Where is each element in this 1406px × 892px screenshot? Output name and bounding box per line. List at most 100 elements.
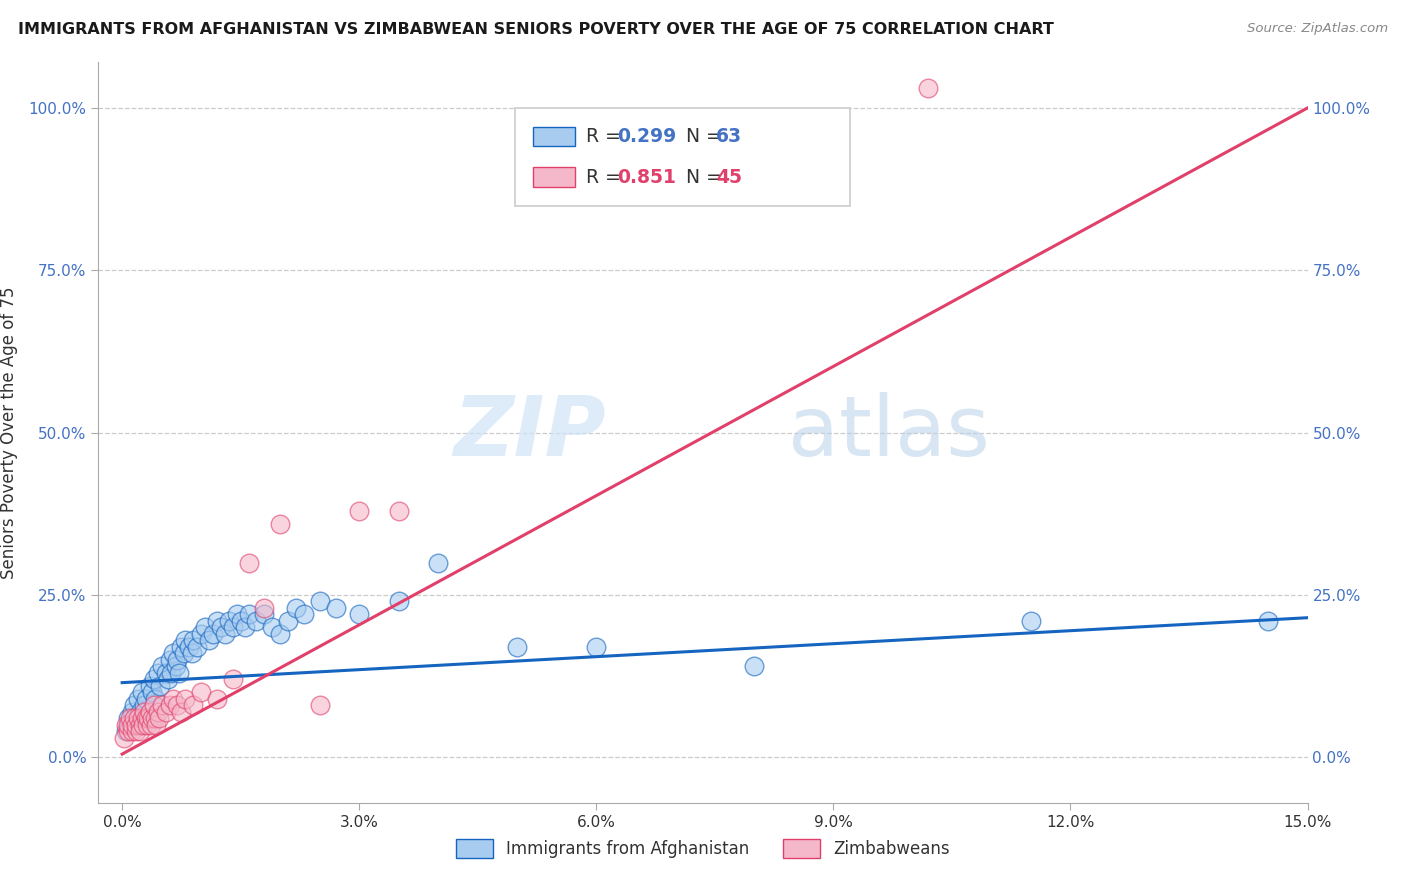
Point <box>202 627 225 641</box>
Point <box>388 503 411 517</box>
Point <box>143 692 166 706</box>
Point <box>114 731 136 745</box>
Text: N =: N = <box>668 127 728 146</box>
Point <box>233 620 256 634</box>
Point <box>122 698 145 713</box>
Point <box>174 633 197 648</box>
Point <box>117 718 139 732</box>
Point <box>194 620 217 634</box>
Point <box>222 620 245 634</box>
Point <box>155 665 177 680</box>
Point <box>388 594 411 608</box>
Point <box>142 673 165 687</box>
Text: 0.851: 0.851 <box>617 168 676 186</box>
Point <box>139 679 162 693</box>
Point <box>262 620 284 634</box>
Y-axis label: Seniors Poverty Over the Age of 75: Seniors Poverty Over the Age of 75 <box>0 286 17 579</box>
Point <box>136 711 159 725</box>
Point <box>166 653 188 667</box>
Point <box>128 705 150 719</box>
Point <box>118 711 141 725</box>
Point <box>148 711 170 725</box>
Point <box>222 673 245 687</box>
Point <box>205 614 228 628</box>
Point <box>127 711 149 725</box>
Point <box>170 640 193 654</box>
Point <box>125 711 148 725</box>
Point <box>1257 614 1279 628</box>
Point <box>744 659 766 673</box>
Point <box>149 679 172 693</box>
Point <box>181 633 204 648</box>
Point <box>136 718 159 732</box>
Point <box>162 692 184 706</box>
Point <box>308 698 330 713</box>
Point <box>159 653 181 667</box>
Point <box>139 705 162 719</box>
Point <box>292 607 315 622</box>
Text: R =: R = <box>586 127 627 146</box>
Point <box>253 601 276 615</box>
Point <box>141 711 163 725</box>
Text: atlas: atlas <box>787 392 990 473</box>
Point <box>159 698 181 713</box>
Point <box>117 711 139 725</box>
Point <box>269 516 291 531</box>
Point <box>506 640 529 654</box>
Point <box>129 724 152 739</box>
Point <box>155 705 177 719</box>
Point <box>143 711 166 725</box>
Point <box>146 665 169 680</box>
Point <box>209 620 232 634</box>
Point <box>277 614 299 628</box>
Text: 0.299: 0.299 <box>617 127 676 146</box>
Point <box>186 640 208 654</box>
Point <box>121 718 143 732</box>
Point <box>180 647 202 661</box>
Point <box>190 627 212 641</box>
Point <box>347 607 370 622</box>
Point <box>117 724 139 739</box>
Point <box>145 718 167 732</box>
Point <box>181 698 204 713</box>
Point <box>179 640 201 654</box>
Point <box>245 614 267 628</box>
Point <box>132 718 155 732</box>
Point <box>166 698 188 713</box>
Point <box>146 705 169 719</box>
Point <box>135 692 157 706</box>
Text: ZIP: ZIP <box>454 392 606 473</box>
Point <box>174 692 197 706</box>
Text: Source: ZipAtlas.com: Source: ZipAtlas.com <box>1247 22 1388 36</box>
Point <box>167 665 190 680</box>
Point <box>141 718 163 732</box>
Point <box>156 673 179 687</box>
Point <box>121 705 143 719</box>
Point <box>128 718 150 732</box>
Point <box>225 607 247 622</box>
Point <box>585 640 607 654</box>
Text: R =: R = <box>586 168 627 186</box>
Point <box>122 711 145 725</box>
Text: 63: 63 <box>716 127 742 146</box>
Point <box>308 594 330 608</box>
Point <box>238 556 260 570</box>
Point <box>205 692 228 706</box>
Point <box>170 705 193 719</box>
Point <box>125 718 148 732</box>
Point <box>285 601 308 615</box>
Point <box>115 718 138 732</box>
Point <box>165 659 187 673</box>
Point <box>134 705 156 719</box>
Point <box>253 607 276 622</box>
Point <box>142 698 165 713</box>
Point <box>121 724 143 739</box>
Point <box>160 665 183 680</box>
Point <box>124 724 146 739</box>
Point <box>115 724 138 739</box>
Point <box>162 647 184 661</box>
Point <box>150 659 173 673</box>
Point <box>347 503 370 517</box>
Point <box>131 685 153 699</box>
Point <box>238 607 260 622</box>
